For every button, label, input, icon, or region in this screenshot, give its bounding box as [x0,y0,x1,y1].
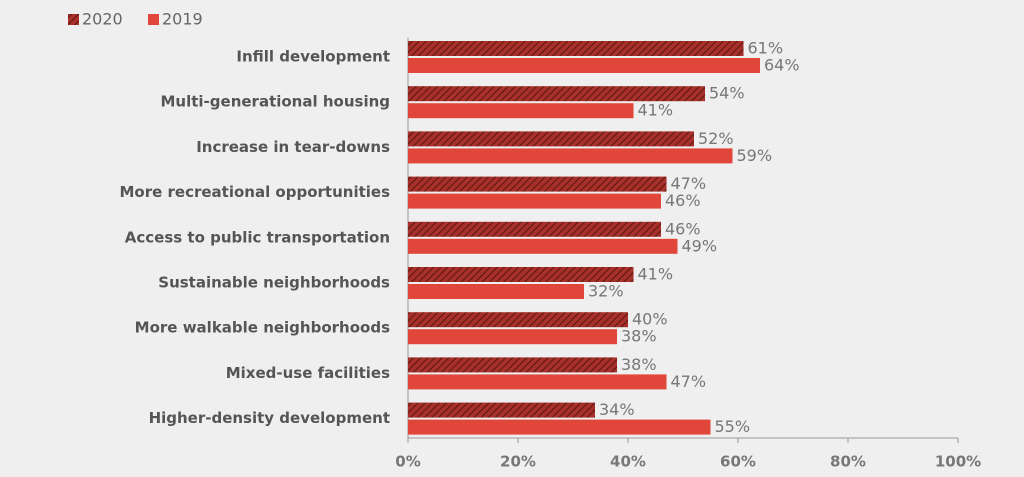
bar [408,374,667,390]
bar [408,238,678,254]
bar [408,312,628,328]
bar [408,103,634,119]
value-label: 46% [665,191,701,210]
bar [408,221,661,237]
legend-swatch [68,14,79,25]
category-label: Infill development [236,48,390,66]
value-label: 38% [621,355,657,374]
category-label: Increase in tear-downs [196,138,390,156]
value-label: 41% [638,101,674,120]
category-label: Higher-density development [149,409,390,427]
x-tick-label: 0% [395,453,420,471]
bar [408,148,733,164]
value-label: 47% [671,174,707,193]
legend-label: 2020 [82,10,123,29]
bar [408,419,711,435]
bar [408,402,595,418]
category-label: More walkable neighborhoods [135,319,390,337]
value-label: 47% [671,372,707,391]
value-label: 59% [737,146,773,165]
value-label: 54% [709,84,745,103]
bar [408,357,617,373]
category-label: Mixed-use facilities [226,364,390,382]
x-tick-label: 100% [935,453,981,471]
value-label: 64% [764,56,800,75]
value-label: 52% [698,129,734,148]
value-label: 32% [588,282,624,301]
bar [408,284,584,299]
bar [408,58,760,73]
x-tick-label: 20% [500,453,536,471]
bar [408,131,694,147]
legend-label: 2019 [162,10,203,29]
legend-swatch [148,14,159,25]
category-label: Multi-generational housing [161,93,391,111]
bar [408,41,744,56]
value-label: 55% [715,417,751,436]
value-label: 34% [599,400,635,419]
bar [408,193,661,209]
bar [408,86,705,102]
value-label: 46% [665,219,701,238]
value-label: 61% [748,39,784,58]
bar [408,176,667,192]
x-tick-label: 80% [830,453,866,471]
x-tick-label: 40% [610,453,646,471]
category-label: Access to public transportation [125,228,390,246]
bar [408,329,617,345]
value-label: 38% [621,327,657,346]
category-label: Sustainable neighborhoods [158,274,390,292]
value-label: 40% [632,310,668,329]
value-label: 49% [682,236,718,255]
bar [408,267,634,282]
x-tick-label: 60% [720,453,756,471]
value-label: 41% [638,265,674,284]
category-label: More recreational opportunities [119,183,390,201]
